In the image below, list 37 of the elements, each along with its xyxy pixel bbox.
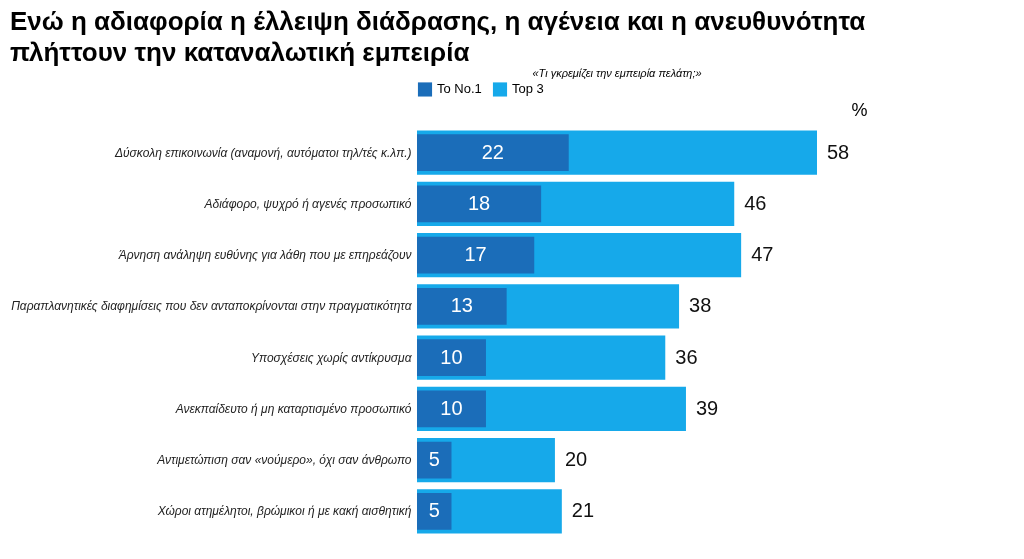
data-label: 17 [464, 243, 487, 266]
data-label: 36 [675, 345, 698, 368]
data-label: 5 [428, 499, 440, 522]
bar [417, 185, 542, 223]
data-label: 10 [440, 345, 463, 368]
bar [417, 339, 486, 377]
data-label: 22 [481, 140, 504, 163]
data-label: 46 [744, 191, 767, 214]
bar [417, 441, 452, 479]
bar [417, 236, 535, 274]
legend-label: To No.1 [437, 81, 482, 97]
data-label: 13 [450, 294, 473, 317]
y-tick-label: Παραπλανητικές διαφημίσεις που δεν ανταποκρίνονται στην πραγματικότητα [11, 299, 413, 314]
chart-subtitle: «Τι γκρεμίζει την εμπειρία πελάτη;» [532, 67, 702, 80]
y-tick-label: Ανεκπαίδευτο ή μη καταρτισμένο προσωπικό [174, 401, 412, 416]
data-label: 20 [564, 448, 588, 471]
x-axis-title: % [851, 99, 868, 120]
data-label: 58 [827, 140, 850, 163]
data-label: 5 [428, 448, 440, 471]
y-tick-label: Υποσχέσεις χωρίς αντίκρυσμα [251, 350, 413, 365]
data-label: 38 [689, 294, 712, 317]
data-label: 39 [695, 396, 719, 419]
data-label: 10 [440, 396, 463, 419]
bar [417, 134, 569, 172]
y-tick-label: Άρνηση ανάληψη ευθύνης για λάθη που με επηρεάζουν [117, 248, 412, 263]
bar [417, 492, 452, 530]
data-label: 21 [571, 499, 595, 522]
y-tick-label: Αντιμετώπιση σαν «νούμερο», όχι σαν άνθρωπο [156, 453, 412, 468]
data-label: 18 [467, 191, 491, 214]
bar [417, 287, 507, 325]
y-tick-label: Δύσκολη επικοινωνία (αναμονή, αυτόματοι τηλ/τές κ.λπ.) [113, 145, 412, 160]
data-label: 47 [751, 243, 774, 266]
bar [417, 390, 486, 428]
legend-label: Top 3 [512, 81, 544, 97]
y-tick-label: Χώροι ατημέλητοι, βρώμικοι ή με κακή αισθητική [156, 504, 412, 519]
y-tick-label: Αδιάφορο, ψυχρό ή αγενές προσωπικό [203, 196, 412, 211]
chart-title: Ενώ η αδιαφορία η έλλειψη διάδρασης, η αγένεια και η ανευθυνότητα πλήττουν την καταναλωτική εμπειρία [9, 5, 867, 68]
